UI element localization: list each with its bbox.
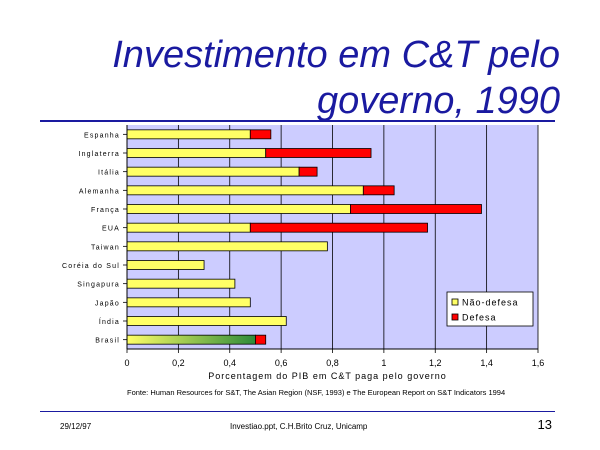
legend-swatch xyxy=(451,313,459,321)
category-label: Coréia do Sul xyxy=(62,263,120,270)
bar-nao-defesa xyxy=(126,185,364,196)
bar-nao-defesa xyxy=(126,222,251,233)
x-tick-label: 0,2 xyxy=(172,358,185,368)
category-label: Espanha xyxy=(84,132,120,139)
category-label: Alemanha xyxy=(79,188,120,195)
bar-nao-defesa xyxy=(126,316,287,326)
category-label: Brasil xyxy=(95,338,120,345)
category-label: França xyxy=(91,207,120,214)
legend-box xyxy=(446,291,534,327)
x-tick-label: 1,4 xyxy=(480,358,493,368)
bar-nao-defesa xyxy=(126,260,205,270)
category-label: Índia xyxy=(99,317,120,326)
title-line-2: governo, 1990 xyxy=(317,80,560,122)
x-tick-label: 0 xyxy=(124,358,129,368)
bar-nao-defesa xyxy=(126,334,256,345)
x-tick-label: 0,8 xyxy=(326,358,339,368)
legend-label: Defesa xyxy=(462,313,497,323)
title-rule xyxy=(40,120,555,122)
footer-date: 29/12/97 xyxy=(60,422,92,431)
bar-nao-defesa xyxy=(126,129,251,140)
slide-title: Investimento em C&T pelo governo, 1990 xyxy=(40,32,560,124)
x-tick-label: 1,6 xyxy=(532,358,545,368)
x-tick-label: 1,2 xyxy=(429,358,442,368)
x-axis-label: Porcentagem do PIB em C&T paga pelo gove… xyxy=(208,371,446,381)
category-label: Inglaterra xyxy=(78,151,120,158)
source-note: Fonte: Human Resources for S&T, The Asia… xyxy=(127,388,506,397)
category-label: Singapura xyxy=(77,282,120,289)
bar-defesa xyxy=(362,185,395,196)
title-line-1: Investimento em C&T pelo xyxy=(112,34,560,76)
category-label: Taiwan xyxy=(91,244,120,251)
footer-filename: Investiao.ppt, C.H.Brito Cruz, Unicamp xyxy=(230,422,368,431)
legend-label: Não-defesa xyxy=(462,298,519,308)
bar-chart: Espanha Inglaterra Itália Alemanha França EUA… xyxy=(62,125,545,381)
legend: Não-defesa Defesa xyxy=(446,291,534,327)
bar-nao-defesa xyxy=(126,278,236,289)
bar-defesa xyxy=(350,204,482,214)
bar-defesa xyxy=(255,334,267,345)
x-tick-label: 0,4 xyxy=(223,358,236,368)
bar-nao-defesa xyxy=(126,148,267,158)
x-tick-label: 0,6 xyxy=(275,358,288,368)
legend-swatch xyxy=(451,298,459,306)
bar-defesa xyxy=(298,166,318,177)
bar-nao-defesa xyxy=(126,204,351,214)
category-label: Japão xyxy=(95,300,120,307)
category-label: Itália xyxy=(98,170,120,177)
category-label: EUA xyxy=(102,226,120,233)
bar-defesa xyxy=(249,222,428,233)
bar-nao-defesa xyxy=(126,166,300,177)
footer-rule xyxy=(40,411,555,412)
x-tick-label: 1 xyxy=(381,358,386,368)
bar-defesa xyxy=(265,148,372,158)
bar-defesa xyxy=(249,129,272,140)
bar-nao-defesa xyxy=(126,297,251,308)
page-number: 13 xyxy=(537,417,552,432)
bar-nao-defesa xyxy=(126,241,328,252)
